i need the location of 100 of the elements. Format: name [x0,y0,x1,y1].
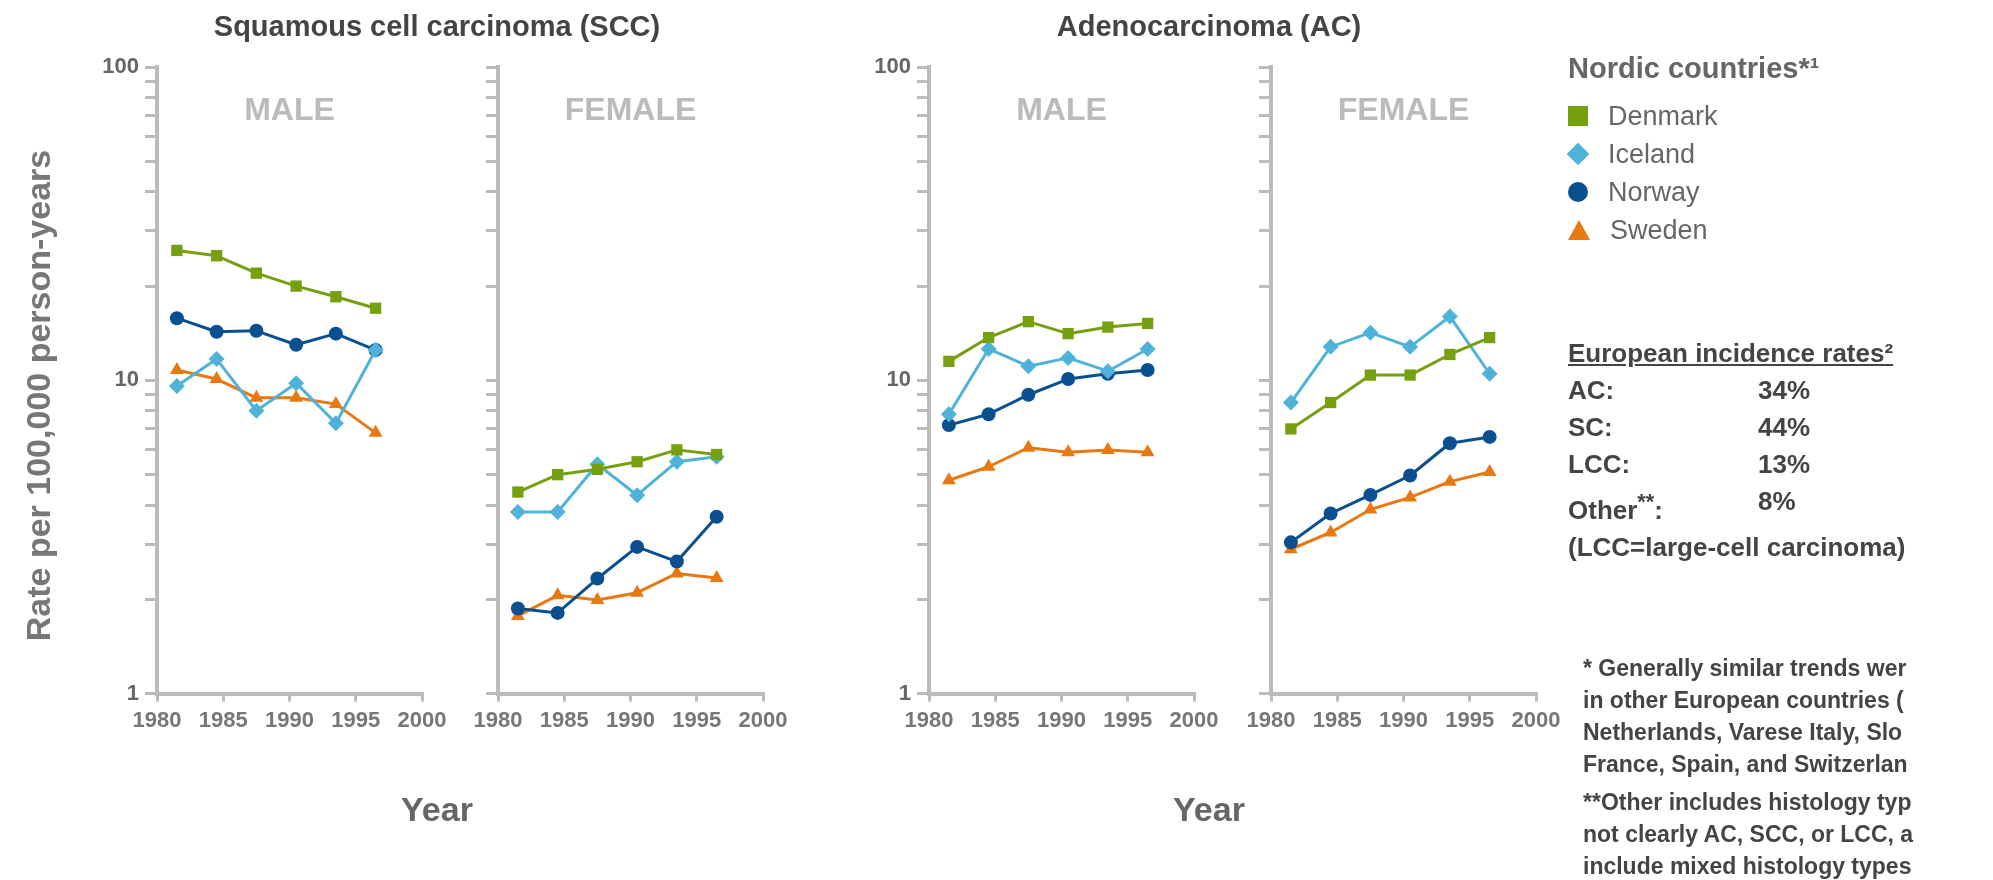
point [1442,436,1457,451]
point [1482,429,1497,444]
x-tick-label: 1990 [606,706,655,732]
x-axis-title: Year [400,790,474,829]
point [590,571,605,586]
text: * Generally similar trends wer [1583,654,1908,683]
point [1444,348,1456,361]
x-tick-label: 1985 [970,706,1020,732]
point [209,324,224,339]
point [710,448,723,461]
y-tick-label: 1 [126,679,139,705]
text: FEMALE [564,91,697,128]
point [1403,468,1418,483]
point [590,592,605,604]
point [630,584,645,597]
point [171,244,183,257]
text: 44% [1758,412,1811,442]
x-tick-label: 1980 [1246,706,1296,732]
x-tick-label: 2000 [397,706,447,732]
point [709,509,724,524]
x-tick-label: 1995 [1445,706,1495,732]
x-tick-label: 1990 [1037,706,1086,732]
point [510,601,525,616]
legend-label: Norway [1608,176,1700,208]
text: 8% [1758,486,1796,516]
text: SC: [1568,412,1613,442]
text: LCC: [1568,449,1631,479]
legend-label: Denmark [1608,100,1718,132]
point [591,463,604,476]
point [1403,489,1418,502]
point [1402,338,1419,355]
point [1442,473,1457,486]
legend-label: Sweden [1610,214,1708,246]
text: MALE [1016,91,1107,128]
x-tick-label: 1995 [672,706,722,732]
point [168,377,185,394]
point [709,569,724,582]
point [550,605,565,620]
point [330,291,342,303]
text: include mixed histology types [1583,852,1913,880]
point [551,469,564,481]
point [1323,506,1338,521]
text: Squamous cell carcinoma (SCC) [212,10,662,43]
text: Adenocarcinoma (AC) [1055,10,1363,43]
point [630,539,645,554]
point [1283,535,1298,550]
point [512,486,524,498]
point [327,415,344,432]
point [288,375,305,392]
point [1483,331,1496,344]
point [671,444,683,456]
x-tick-label: 2000 [1511,706,1561,732]
point [328,326,343,341]
text: FEMALE [1337,91,1470,128]
point [550,587,565,600]
text: (LCC=large-cell carcinoma) [1568,530,1906,564]
point [210,250,223,262]
y-tick-label: 10 [886,366,911,392]
point [1482,463,1497,476]
point [368,424,383,437]
text: 13% [1758,449,1811,479]
point [669,554,684,569]
point [289,389,304,402]
point [369,302,382,314]
y-tick-label: 1 [898,679,911,705]
x-tick-label: 2000 [738,706,788,732]
point [668,453,685,470]
x-tick-label: 2000 [1169,706,1219,732]
legend-label: Iceland [1608,138,1696,170]
point [250,267,263,279]
point [248,402,265,419]
text: MALE [244,91,335,128]
point [169,361,184,374]
point [208,351,225,368]
point [1323,524,1338,537]
text: in other European countries ( [1583,686,1905,715]
point [1481,365,1498,382]
point [249,389,264,402]
point [509,504,526,521]
point [1285,423,1297,435]
text: France, Spain, and Switzerlan [1583,750,1909,779]
x-tick-label: 1990 [1379,706,1428,732]
y-axis-title: Rate per 100,000 person-years [18,149,58,641]
point [631,456,643,468]
text: not clearly AC, SCC, or LCC, a [1583,820,1914,849]
point [169,311,184,326]
point [1362,324,1379,341]
point [1404,369,1416,381]
point [549,504,566,521]
point [249,323,264,338]
point [1364,369,1377,381]
x-tick-label: 1995 [1103,706,1153,732]
x-tick-label: 1985 [198,706,248,732]
point [1322,338,1339,355]
text: Other$^{**}$: [1568,489,1663,525]
text: European incidence rates² [1568,337,1895,370]
x-tick-label: 1980 [904,706,954,732]
x-tick-label: 1995 [331,706,381,732]
text: Netherlands, Varese Italy, Slo [1583,718,1904,747]
text: AC: [1568,375,1615,405]
